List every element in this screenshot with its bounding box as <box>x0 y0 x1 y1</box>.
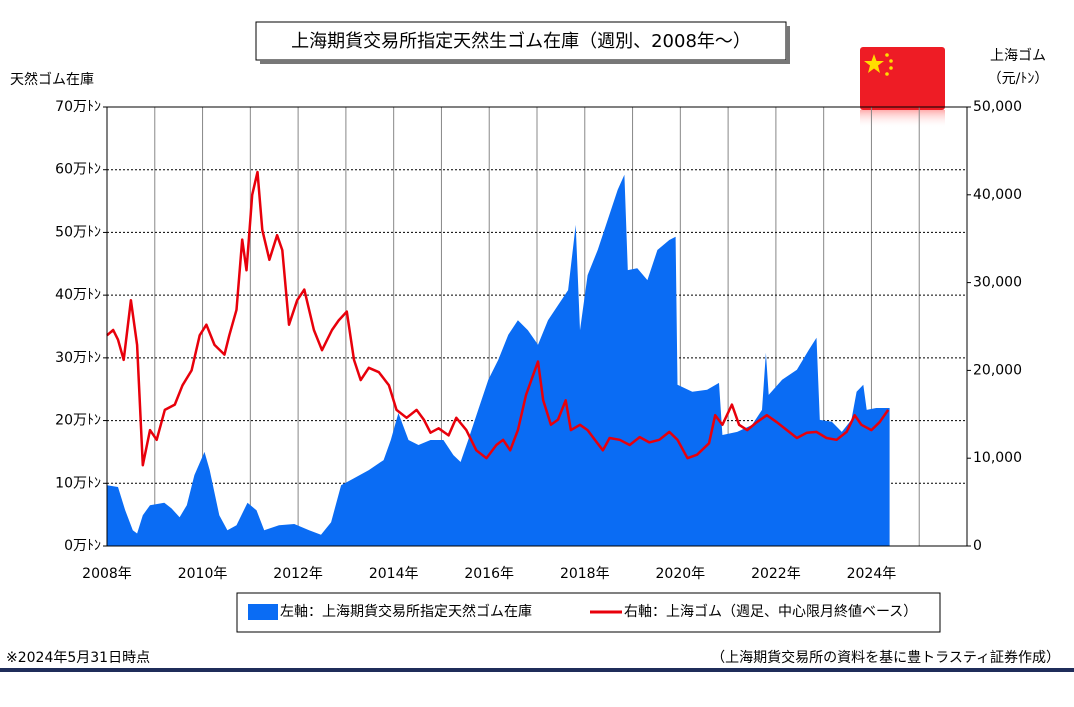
flag-star <box>864 54 884 73</box>
title-shadow <box>786 26 790 64</box>
x-tick-label: 2010年 <box>178 566 228 582</box>
y-tick-label: 0万ﾄﾝ <box>64 538 101 554</box>
y-tick-label: 50万ﾄﾝ <box>55 224 101 240</box>
y-axis-title: 天然ゴム在庫 <box>10 71 94 88</box>
x-tick-label: 2020年 <box>656 566 706 582</box>
x-tick-label: 2012年 <box>273 566 323 582</box>
flag-reflection <box>860 110 945 128</box>
y2-axis-title: 上海ゴム <box>990 47 1046 64</box>
y2-tick-label: 0 <box>973 538 982 554</box>
x-tick-label: 2008年 <box>82 566 132 582</box>
y-tick-label: 10万ﾄﾝ <box>55 475 101 491</box>
legend: 左軸：上海期貨交易所指定天然ゴム在庫 右軸：上海ゴム（週足、中心限月終値ベース） <box>248 603 917 620</box>
plot-area: 2008年 2010年 2012年 2014年 2016年 2018年 2020年 2022年… <box>55 99 1022 582</box>
inventory-area <box>107 174 890 546</box>
y2-tick-label: 40,000 <box>973 187 1022 203</box>
x-tick-label: 2018年 <box>560 566 610 582</box>
y-tick-label: 70万ﾄﾝ <box>55 99 101 115</box>
flag-star <box>889 66 893 70</box>
legend-box <box>236 592 941 633</box>
y2-tick-label: 20,000 <box>973 362 1022 378</box>
legend-label: 右軸：上海ゴム（週足、中心限月終値ベース） <box>624 603 917 620</box>
title-box <box>255 21 787 61</box>
y-tick-label: 40万ﾄﾝ <box>55 287 101 303</box>
flag-star <box>889 59 893 63</box>
flag-field <box>860 47 945 110</box>
title-shadow <box>260 60 790 64</box>
x-tick-label: 2024年 <box>847 566 897 582</box>
chart-title: 上海期貨交易所指定天然生ゴム在庫（週別、2008年～） <box>291 31 751 52</box>
flag-star <box>885 53 889 57</box>
y2-tick-label: 30,000 <box>973 275 1022 291</box>
y2-tick-label: 10,000 <box>973 450 1022 466</box>
y-tick-label: 20万ﾄﾝ <box>55 413 101 429</box>
flag <box>860 47 945 128</box>
legend-swatch <box>248 604 278 620</box>
source: （上海期貨交易所の資料を基に豊トラスティ証券作成） <box>711 649 1060 666</box>
flag-star <box>885 72 889 76</box>
x-tick-label: 2022年 <box>751 566 801 582</box>
y-tick-label: 60万ﾄﾝ <box>55 162 101 178</box>
x-tick-label: 2016年 <box>464 566 514 582</box>
y-tick-label: 30万ﾄﾝ <box>55 350 101 366</box>
price-line <box>106 170 890 467</box>
footer-rule <box>0 668 1074 672</box>
note: ※2024年5月31日時点 <box>6 650 150 666</box>
y2-tick-label: 50,000 <box>973 99 1022 115</box>
legend-label: 左軸：上海期貨交易所指定天然ゴム在庫 <box>280 603 532 620</box>
x-tick-label: 2014年 <box>369 566 419 582</box>
y2-axis-unit: （元/ﾄﾝ） <box>988 71 1049 87</box>
